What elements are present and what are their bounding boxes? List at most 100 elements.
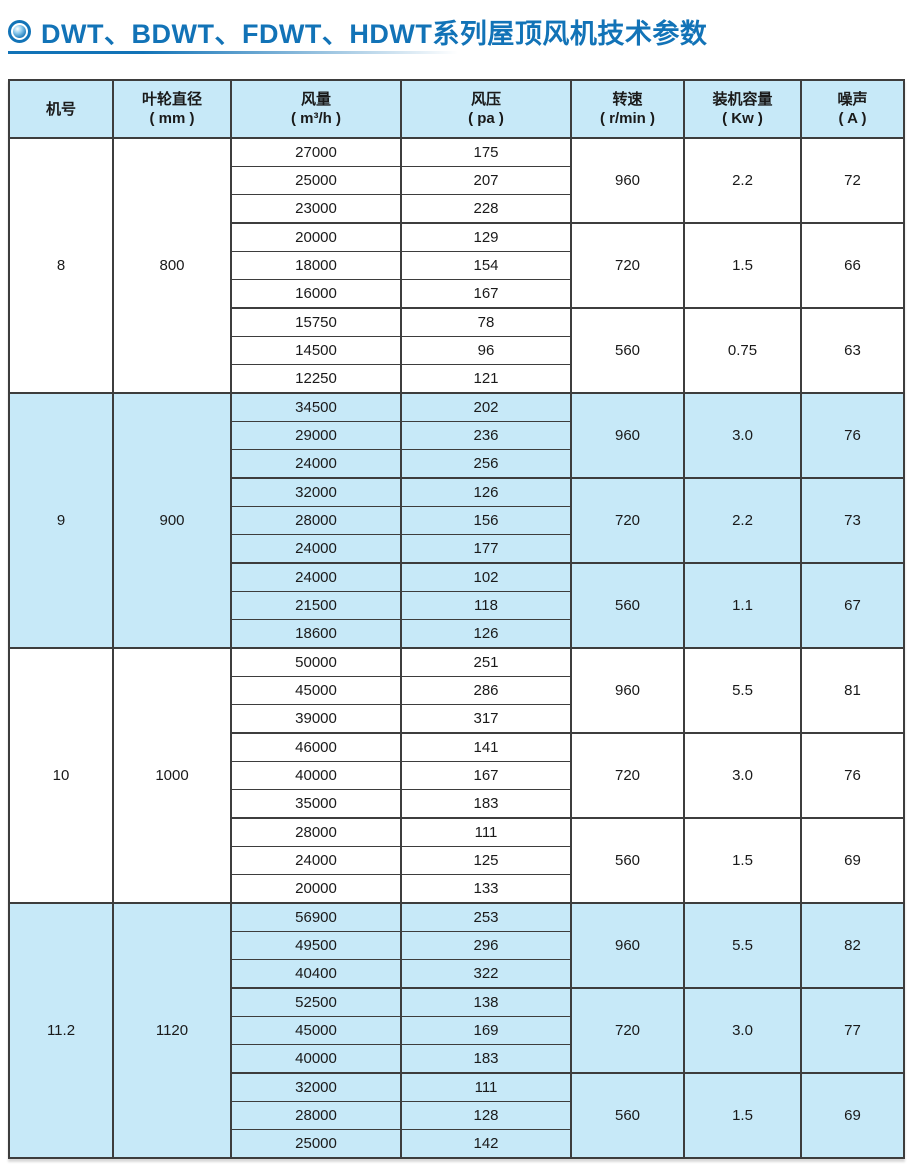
table-row: 45000 169 [9,1016,904,1045]
power-cell: 3.0 [683,987,802,1074]
table-row: 24000 256 [9,449,904,479]
bullseye-icon-core [13,24,26,38]
pressure-cell: 142 [400,1129,572,1159]
table-row: 32000 111 560 1.5 69 [9,1072,905,1159]
header-speed-unit: ( r/min ) [600,110,655,127]
airflow-cell: 12250 [230,364,402,394]
airflow-cell: 52500 [230,987,402,1017]
header-power: 装机容量 ( Kw ) [683,79,802,139]
pressure-cell: 169 [400,1016,572,1045]
airflow-cell: 28000 [230,817,402,847]
pressure-cell: 183 [400,789,572,819]
airflow-cell: 24000 [230,846,402,875]
header-pressure: 风压 ( pa ) [400,79,572,139]
airflow-cell: 18600 [230,619,402,649]
noise-cell: 69 [800,1072,905,1159]
speed-cell: 560 [570,817,685,904]
speed-cell: 720 [570,987,685,1074]
airflow-cell: 50000 [230,647,402,677]
airflow-cell: 45000 [230,1016,402,1045]
table-row: 28000 111 560 1.5 69 [9,817,905,904]
header-power-unit: ( Kw ) [722,110,763,127]
header-pressure-unit: ( pa ) [468,110,504,127]
table-row: 40400 322 [9,959,904,989]
header-noise-unit: ( A ) [838,110,867,127]
table-row: 18000 154 [9,251,904,280]
header-diameter: 叶轮直径 ( mm ) [112,79,232,139]
table-row: 24000 177 [9,534,904,564]
table-row: 29000 236 [9,421,904,450]
table-row: 21500 118 [9,591,904,620]
power-cell: 2.2 [683,137,802,224]
pressure-cell: 175 [400,137,572,167]
table-row: 16000 167 [9,279,904,309]
pressure-cell: 154 [400,251,572,280]
table-row: 52500 138 720 3.0 77 [9,987,905,1074]
speed-cell: 720 [570,222,685,309]
spec-table: 机号 叶轮直径 ( mm ) 风量 ( m³/h ) 风压 ( pa ) [8,79,905,1159]
airflow-cell: 18000 [230,251,402,280]
header-diameter-unit: ( mm ) [149,110,195,127]
airflow-cell: 28000 [230,1101,402,1130]
power-cell: 3.0 [683,392,802,479]
pressure-cell: 251 [400,647,572,677]
pressure-cell: 133 [400,874,572,904]
header-airflow-label: 风量 [300,91,331,108]
pressure-cell: 296 [400,931,572,960]
noise-cell: 81 [800,647,905,734]
airflow-cell: 32000 [230,1072,402,1102]
pressure-cell: 286 [400,676,572,705]
page-title: DWT、BDWT、FDWT、HDWT系列屋顶风机技术参数 [41,18,708,49]
airflow-cell: 45000 [230,676,402,705]
noise-cell: 82 [800,902,905,989]
speed-cell: 560 [570,307,685,394]
airflow-cell: 40000 [230,761,402,790]
pressure-cell: 121 [400,364,572,394]
airflow-cell: 56900 [230,902,402,932]
power-cell: 1.5 [683,817,802,904]
diameter-cell: 1000 [112,647,232,904]
table-row: 46000 141 720 3.0 76 [9,732,905,819]
table-row: 45000 286 [9,676,904,705]
pressure-cell: 78 [400,307,572,337]
airflow-cell: 39000 [230,704,402,734]
table-row: 32000 126 720 2.2 73 [9,477,905,564]
table-row: 11.2 1120 56900 253 960 5.5 82 [8,902,905,1159]
speed-cell: 720 [570,477,685,564]
airflow-cell: 20000 [230,222,402,252]
pressure-cell: 167 [400,761,572,790]
noise-cell: 76 [800,732,905,819]
table-row: 12250 121 [9,364,904,394]
airflow-cell: 14500 [230,336,402,365]
header-model: 机号 [8,79,114,139]
header-model-label: 机号 [45,100,76,118]
airflow-cell: 25000 [230,166,402,195]
power-cell: 1.5 [683,1072,802,1159]
noise-cell: 63 [800,307,905,394]
header-noise-label: 噪声 [837,91,868,108]
pressure-cell: 111 [400,1072,572,1102]
power-cell: 3.0 [683,732,802,819]
pressure-cell: 202 [400,392,572,422]
spec-table-wrap: 机号 叶轮直径 ( mm ) 风量 ( m³/h ) 风压 ( pa ) [8,79,910,1159]
airflow-cell: 24000 [230,449,402,479]
airflow-cell: 15750 [230,307,402,337]
table-row: 20000 129 720 1.5 66 [9,222,905,309]
airflow-cell: 40000 [230,1044,402,1074]
pressure-cell: 126 [400,477,572,507]
speed-cell: 960 [570,647,685,734]
noise-cell: 73 [800,477,905,564]
table-row: 40000 183 [9,1044,904,1074]
table-row: 15750 78 560 0.75 63 [9,307,905,394]
noise-cell: 67 [800,562,905,649]
table-row: 28000 128 [9,1101,904,1130]
model-cell: 11.2 [8,902,114,1159]
table-row: 25000 207 [9,166,904,195]
header-airflow-unit: ( m³/h ) [291,110,341,127]
table-row: 14500 96 [9,336,904,365]
header-noise: 噪声 ( A ) [800,79,905,139]
table-row: 10 1000 50000 251 960 5.5 81 [8,647,905,904]
noise-cell: 66 [800,222,905,309]
table-row: 28000 156 [9,506,904,535]
